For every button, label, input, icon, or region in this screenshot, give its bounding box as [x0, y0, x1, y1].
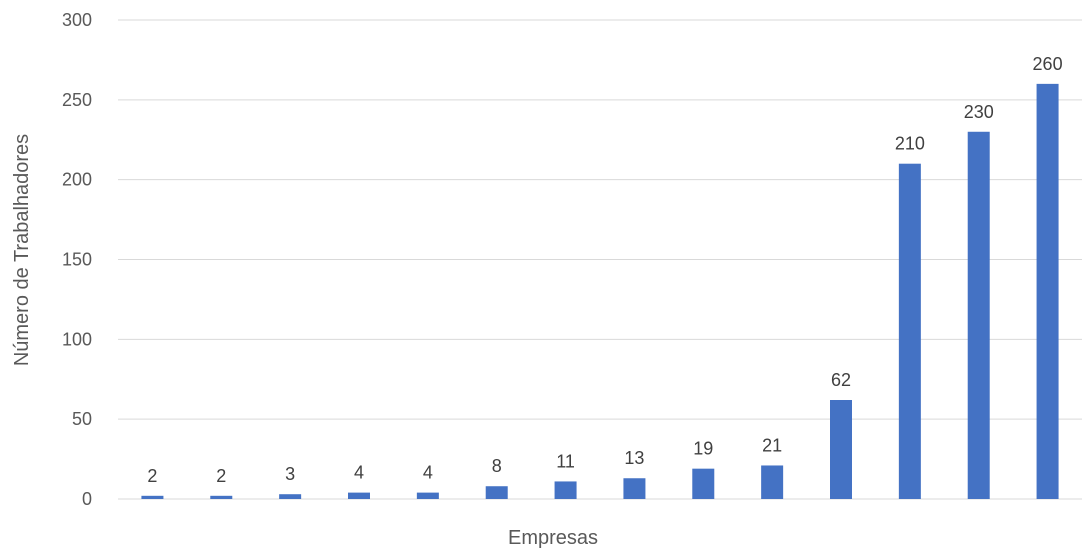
bar-value-label: 19 — [693, 439, 713, 459]
bar-value-label: 230 — [964, 102, 994, 122]
bar — [348, 492, 370, 499]
bars — [141, 83, 1059, 499]
bar-value-label: 260 — [1033, 54, 1063, 74]
y-tick-label: 300 — [62, 10, 92, 30]
bar-value-label: 4 — [354, 463, 364, 483]
y-tick-label: 250 — [62, 90, 92, 110]
bar-value-label: 11 — [556, 451, 575, 471]
y-tick-label: 50 — [72, 409, 92, 429]
y-axis-title: Número de Trabalhadores — [11, 134, 33, 366]
bar — [761, 465, 784, 499]
bar-value-label: 21 — [762, 435, 782, 455]
bar-value-label: 13 — [624, 448, 644, 468]
data-labels: 2 2 3 4 4 8 11 13 19 21 62 210 230 260 — [147, 54, 1062, 486]
bar-value-label: 2 — [147, 466, 157, 486]
bar — [692, 468, 715, 499]
bar-value-label: 2 — [216, 466, 226, 486]
bar — [141, 495, 164, 499]
bar — [210, 495, 233, 499]
bar — [554, 481, 577, 499]
bar-value-label: 62 — [831, 370, 851, 390]
bar — [1036, 83, 1059, 499]
bar — [830, 400, 852, 499]
y-axis-ticks: 0 50 100 150 200 250 300 — [62, 10, 92, 509]
y-tick-label: 0 — [82, 489, 92, 509]
bar — [485, 486, 508, 499]
bar — [279, 494, 302, 499]
bar-value-label: 8 — [492, 456, 502, 476]
bar — [416, 492, 439, 499]
x-axis-title: Empresas — [508, 527, 598, 549]
bar — [623, 478, 646, 499]
bar — [967, 131, 990, 499]
bar — [898, 163, 921, 499]
y-tick-label: 150 — [62, 250, 92, 270]
bar-value-label: 3 — [285, 464, 295, 484]
bar-value-label: 210 — [895, 134, 925, 154]
gridlines — [118, 19, 1082, 500]
bar-value-label: 4 — [423, 463, 433, 483]
y-tick-label: 100 — [62, 329, 92, 349]
y-tick-label: 200 — [62, 170, 92, 190]
